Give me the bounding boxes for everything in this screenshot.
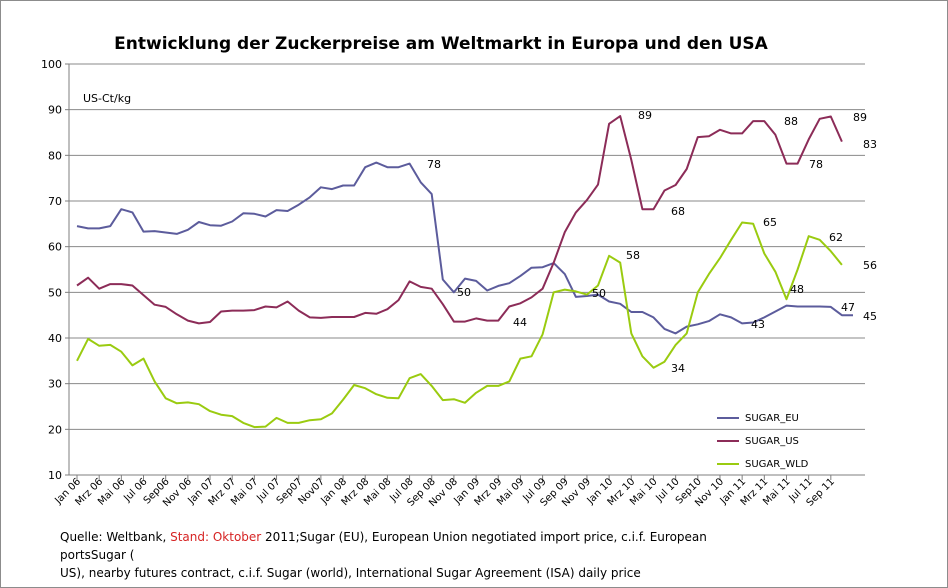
y-tick-label: 20 (48, 423, 62, 436)
data-label: 43 (751, 318, 765, 331)
data-label: 78 (809, 158, 823, 171)
data-label: 50 (592, 287, 606, 300)
source-note: Quelle: Weltbank, Stand: Oktober 2011;Su… (60, 528, 760, 582)
data-label: 48 (790, 283, 804, 296)
data-label: 68 (671, 205, 685, 218)
y-tick-label: 100 (41, 58, 62, 71)
series-line-sugar-wld (76, 221, 843, 429)
y-axis-unit-label: US-Ct/kg (83, 92, 131, 105)
data-label: 83 (863, 138, 877, 151)
data-label: 44 (513, 316, 527, 329)
data-label: 34 (671, 362, 685, 375)
y-tick-label: 90 (48, 104, 62, 117)
data-label: 65 (763, 216, 777, 229)
legend-label: SUGAR_US (745, 436, 799, 447)
data-label: 50 (457, 286, 471, 299)
data-label: 56 (863, 259, 877, 272)
data-label: 78 (427, 158, 441, 171)
legend-label: SUGAR_WLD (745, 459, 809, 470)
gridlines (69, 63, 865, 476)
data-label: 45 (863, 310, 877, 323)
source-text-2: 2011;Sugar (EU), European Union negotiat… (60, 530, 707, 562)
source-text-1: Quelle: Weltbank, (60, 530, 171, 544)
data-label: 89 (853, 111, 867, 124)
legend: SUGAR_EU SUGAR_US SUGAR_WLD (717, 413, 809, 470)
source-text-3: US), nearby futures contract, c.i.f. Sug… (60, 566, 641, 580)
y-tick-label: 10 (48, 469, 62, 482)
data-labels: 78 50 43 47 45 44 89 68 88 78 89 83 50 58 34 65 48 62 56 (427, 109, 877, 375)
y-tick-label: 80 (48, 149, 62, 162)
chart-title: Entwicklung der Zuckerpreise am Weltmark… (114, 34, 769, 54)
y-tick-label: 50 (48, 286, 62, 299)
data-label: 58 (626, 249, 640, 262)
legend-label: SUGAR_EU (745, 413, 799, 424)
y-tick-label: 70 (48, 195, 62, 208)
data-label: 89 (638, 109, 652, 122)
y-tick-label: 30 (48, 378, 62, 391)
data-label: 88 (784, 115, 798, 128)
y-tick-label: 60 (48, 241, 62, 254)
series-line-sugar-us (76, 115, 843, 325)
data-label: 47 (841, 301, 855, 314)
y-tick-label: 40 (48, 332, 62, 345)
source-date-highlight: Stand: Oktober (170, 530, 262, 544)
series-lines (76, 115, 853, 429)
data-label: 62 (829, 231, 843, 244)
series-line-sugar-eu (76, 161, 853, 335)
